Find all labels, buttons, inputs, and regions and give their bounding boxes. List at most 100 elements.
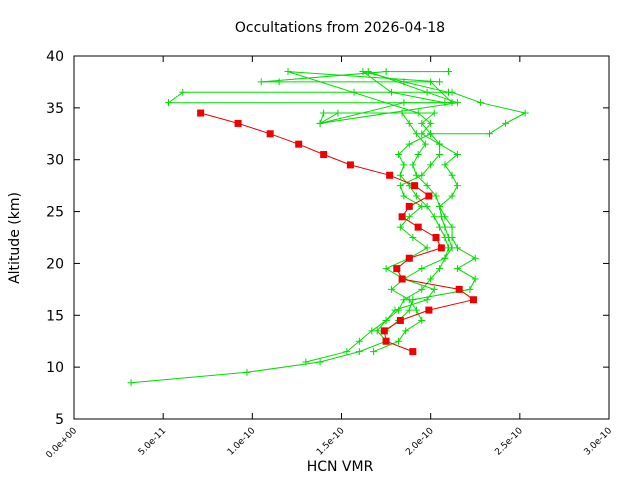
series-5 (197, 109, 477, 356)
data-point (436, 78, 444, 86)
x-axis-label: HCN VMR (307, 459, 374, 475)
data-point (453, 265, 461, 273)
chart-title: Occultations from 2026-04-18 (235, 20, 445, 36)
data-point (430, 109, 438, 117)
data-point (396, 223, 404, 231)
data-point (418, 316, 426, 324)
data-point (391, 306, 399, 314)
data-point (432, 192, 440, 200)
data-point (521, 109, 529, 117)
y-tick-label: 5 (55, 412, 64, 428)
data-point (302, 358, 310, 366)
data-point (316, 119, 324, 127)
x-tick-label: 2.5e-10 (493, 426, 525, 458)
data-point (400, 192, 408, 200)
data-point (395, 337, 403, 345)
data-point (436, 140, 444, 148)
series-line (261, 71, 454, 353)
data-point (441, 161, 449, 169)
data-point (382, 265, 390, 273)
data-point (441, 223, 449, 231)
data-point (471, 254, 479, 262)
data-point (405, 254, 413, 262)
data-point (432, 234, 440, 241)
data-point (275, 78, 283, 86)
series-line (200, 112, 475, 353)
data-point (400, 99, 408, 107)
data-point (423, 244, 431, 252)
data-point (396, 171, 404, 179)
data-point (436, 202, 444, 210)
data-point (448, 223, 456, 231)
data-point (430, 285, 438, 293)
data-point (427, 130, 435, 138)
data-point (430, 213, 438, 221)
data-point (427, 275, 435, 283)
data-point (453, 151, 461, 159)
data-point (445, 88, 452, 96)
x-tick-label: 5.0e-11 (137, 426, 169, 458)
data-point (380, 327, 388, 335)
data-point (421, 140, 429, 148)
data-point (386, 171, 394, 179)
data-point (234, 119, 242, 127)
data-point (414, 109, 422, 117)
data-point (409, 296, 417, 304)
data-point (477, 99, 485, 107)
data-point (414, 151, 422, 159)
data-point (382, 316, 390, 324)
plot-frame (73, 55, 610, 420)
data-point (427, 119, 435, 127)
data-point (387, 88, 395, 96)
data-point (334, 109, 342, 117)
y-tick-label: 40 (46, 49, 64, 65)
data-point (405, 119, 413, 127)
data-point (412, 192, 420, 200)
data-point (396, 316, 404, 324)
data-point (405, 140, 413, 148)
data-point (436, 265, 444, 273)
data-point (370, 348, 378, 356)
data-point (382, 68, 390, 76)
y-tick-label: 30 (46, 153, 64, 169)
series-line (287, 71, 477, 332)
data-point (409, 161, 417, 169)
data-point (405, 306, 413, 314)
data-point (387, 285, 395, 293)
data-point (423, 88, 431, 96)
data-point (502, 119, 510, 127)
data-point (448, 171, 456, 179)
data-point (197, 109, 205, 117)
data-point (412, 306, 420, 314)
data-point (257, 78, 265, 86)
data-point (320, 109, 328, 117)
data-point (418, 171, 426, 179)
series-2 (257, 68, 456, 356)
data-point (418, 202, 426, 210)
x-tick-label: 1.5e-10 (315, 426, 347, 458)
y-tick-label: 25 (46, 205, 64, 221)
data-point (382, 337, 390, 345)
data-point (368, 327, 376, 335)
data-point (453, 99, 461, 107)
plot-series (127, 68, 529, 387)
x-tick-label: 0.0e+00 (45, 426, 80, 461)
y-tick-label: 35 (46, 101, 64, 117)
data-point (393, 265, 401, 273)
data-point (316, 358, 324, 366)
data-point (418, 130, 426, 138)
data-point (355, 348, 363, 356)
data-point (466, 285, 474, 293)
data-point (427, 161, 435, 169)
data-point (425, 306, 433, 314)
data-point (425, 192, 433, 200)
y-axis-label: Altitude (km) (7, 192, 23, 284)
x-tick-label: 1.0e-10 (226, 426, 258, 458)
data-point (409, 348, 417, 356)
data-point (418, 285, 426, 293)
axis-ticks: 5 10 15 20 25 30 35 40 0.0e+00 5.0e-11 1.0e-10 1.5e… (45, 49, 615, 461)
data-point (441, 254, 449, 262)
data-point (471, 275, 479, 283)
data-point (405, 213, 413, 221)
data-point (398, 275, 406, 283)
